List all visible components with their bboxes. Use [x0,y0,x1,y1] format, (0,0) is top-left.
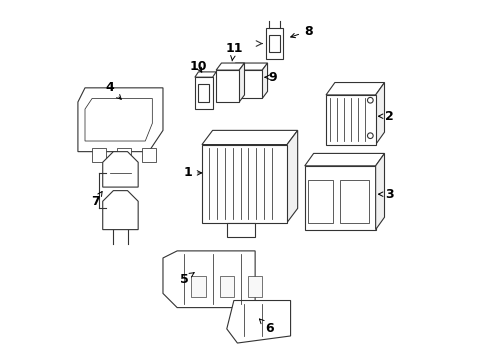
Polygon shape [102,191,138,230]
Text: 9: 9 [264,71,277,84]
Bar [325,95,375,145]
Polygon shape [85,99,152,141]
Bar [265,28,283,59]
Text: 1: 1 [183,166,201,179]
Bar [269,35,279,53]
Text: 7: 7 [91,192,102,208]
Bar [307,180,332,222]
Bar [340,180,368,222]
Polygon shape [78,88,163,152]
Polygon shape [262,63,267,99]
Bar [247,276,262,297]
Bar [219,276,233,297]
Bar [198,84,209,102]
Polygon shape [202,130,297,145]
Text: 8: 8 [290,24,312,38]
Bar [226,222,255,237]
Polygon shape [195,72,216,77]
Bar [304,166,375,230]
Polygon shape [286,130,297,222]
Bar [117,148,131,162]
Text: 5: 5 [180,273,194,286]
Text: 11: 11 [224,42,242,61]
Polygon shape [239,63,244,102]
Bar [191,276,205,297]
Polygon shape [230,63,267,70]
Bar [92,148,106,162]
Polygon shape [102,152,138,187]
Bar [142,148,156,162]
Polygon shape [375,153,384,230]
Bar [202,145,286,222]
Text: 3: 3 [378,188,393,201]
Bar [230,70,262,99]
Text: 6: 6 [259,319,273,336]
Polygon shape [375,82,384,145]
Polygon shape [163,251,255,307]
Bar [195,77,212,109]
Polygon shape [226,301,290,343]
Text: 2: 2 [378,110,393,123]
Polygon shape [304,153,384,166]
Bar [216,70,239,102]
Polygon shape [216,63,244,70]
Text: 10: 10 [189,60,207,73]
Polygon shape [325,82,384,95]
Text: 4: 4 [105,81,121,99]
